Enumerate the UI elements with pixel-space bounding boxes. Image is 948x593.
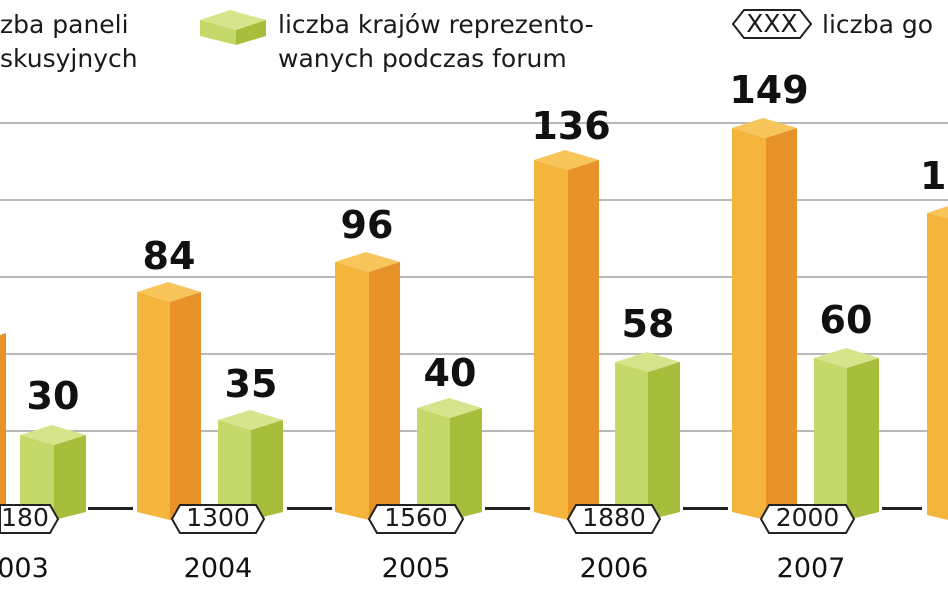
bar-panels-2008 — [927, 206, 948, 520]
value-label-countries-2003: 30 — [26, 374, 80, 418]
legend-countries-line2: wanych podczas forum — [278, 44, 567, 73]
value-label-panels-2006: 136 — [531, 104, 611, 148]
baseline — [287, 507, 332, 510]
legend-panels-line2: skusyjnych — [0, 44, 138, 73]
value-label-countries-2006: 58 — [621, 302, 675, 346]
bar-panels-2005 — [335, 252, 400, 520]
year-label-2004: 2004 — [183, 553, 253, 584]
baseline — [88, 507, 133, 510]
baseline — [882, 507, 922, 510]
legend-hex-text: XXX — [746, 9, 798, 38]
baseline — [683, 507, 728, 510]
guests-label-2007: 2000 — [775, 503, 840, 532]
value-label-panels-2005: 96 — [340, 203, 394, 247]
legend-green-cube-icon — [200, 10, 266, 45]
year-label-2006: 2006 — [579, 553, 649, 584]
legend-guests-label: liczba go — [822, 10, 934, 39]
year-label-2007: 2007 — [776, 553, 846, 584]
value-label-panels-2007: 149 — [729, 68, 809, 112]
year-label-2005: 2005 — [381, 553, 451, 584]
year-label-2003: 003 — [0, 553, 49, 584]
gridline — [0, 276, 948, 278]
value-label-countries-2005: 40 — [423, 351, 477, 395]
legend-countries-line1: liczba krajów reprezento- — [278, 10, 594, 39]
gridline — [0, 353, 948, 355]
bar-panels-2004 — [137, 282, 201, 520]
guests-label-2004: 1300 — [186, 503, 250, 532]
bar-countries-2005 — [417, 398, 482, 520]
bar-panels-2006 — [534, 150, 599, 520]
guests-label-2003: 180 — [1, 503, 49, 532]
value-label-panels-2004: 84 — [142, 234, 196, 278]
bar-panels-2007 — [732, 118, 797, 520]
bar-countries-2007 — [814, 348, 879, 520]
legend-hex-icon — [731, 9, 813, 39]
bar-countries-2006 — [615, 352, 680, 520]
guests-label-2006: 1880 — [582, 503, 646, 532]
gridline — [0, 199, 948, 201]
legend-panels-line1: zba paneli — [0, 10, 129, 39]
value-label-panels-2008: 1 — [920, 154, 947, 198]
baseline — [485, 507, 530, 510]
bar-countries-2003 — [20, 425, 86, 520]
gridline — [0, 122, 948, 124]
bar-countries-2004 — [218, 410, 283, 520]
value-label-countries-2007: 60 — [819, 298, 873, 342]
guests-label-2005: 1560 — [384, 503, 448, 532]
value-label-countries-2004: 35 — [224, 362, 278, 406]
